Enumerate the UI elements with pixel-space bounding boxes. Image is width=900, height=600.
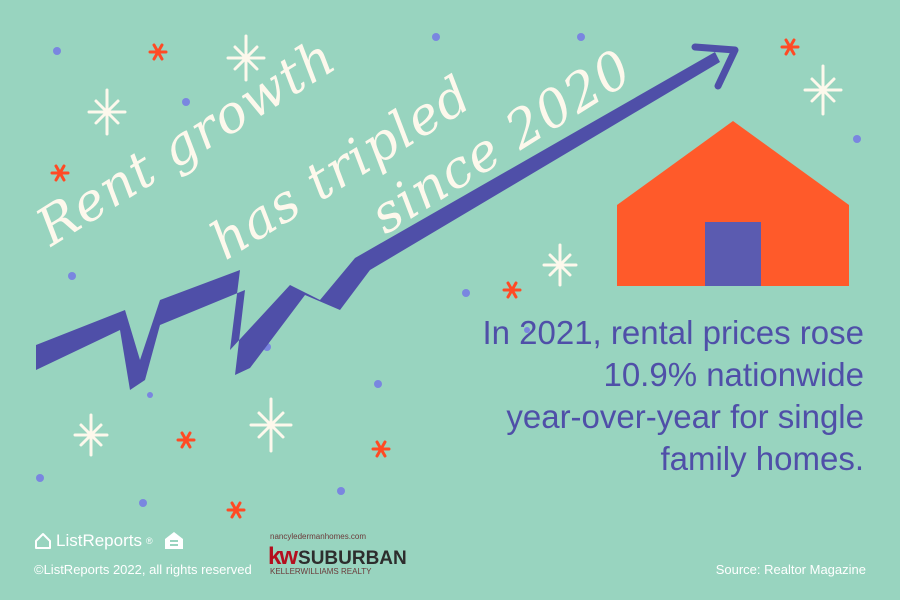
listreports-wordmark: ListReports xyxy=(56,531,142,550)
stat-line-1: In 2021, rental prices rose xyxy=(482,314,864,351)
listreports-logo: ListReports ® xyxy=(34,531,153,551)
stat-text: In 2021, rental prices rose 10.9% nation… xyxy=(404,312,864,480)
kw-mark: kw xyxy=(268,543,298,570)
sponsor-subtitle: KELLERWILLIAMS REALTY xyxy=(270,567,372,576)
copyright-text: ©ListReports 2022, all rights reserved xyxy=(34,562,252,577)
cream-sparkles xyxy=(73,34,843,457)
equal-housing-icon xyxy=(165,532,183,549)
stat-line-4: family homes. xyxy=(660,439,864,477)
blue-dots xyxy=(36,33,861,507)
registered-mark: ® xyxy=(145,536,153,546)
stat-line-2: 10.9% nationwide xyxy=(603,355,864,393)
sponsor-url: nancyledermanhomes.com xyxy=(270,532,367,541)
sponsor-logo: nancyledermanhomes.com kw SUBURBAN KELLE… xyxy=(268,532,407,578)
stat-line-3: year-over-year for single xyxy=(506,397,864,435)
red-sparkles xyxy=(50,38,800,519)
sponsor-wordmark: kw SUBURBAN xyxy=(268,543,407,571)
zigzag-up-arrow-icon xyxy=(36,43,739,390)
house-icon xyxy=(617,121,849,286)
source-text: Source: Realtor Magazine xyxy=(715,562,866,577)
sponsor-name: SUBURBAN xyxy=(298,548,407,569)
listreports-house-icon xyxy=(35,533,51,549)
